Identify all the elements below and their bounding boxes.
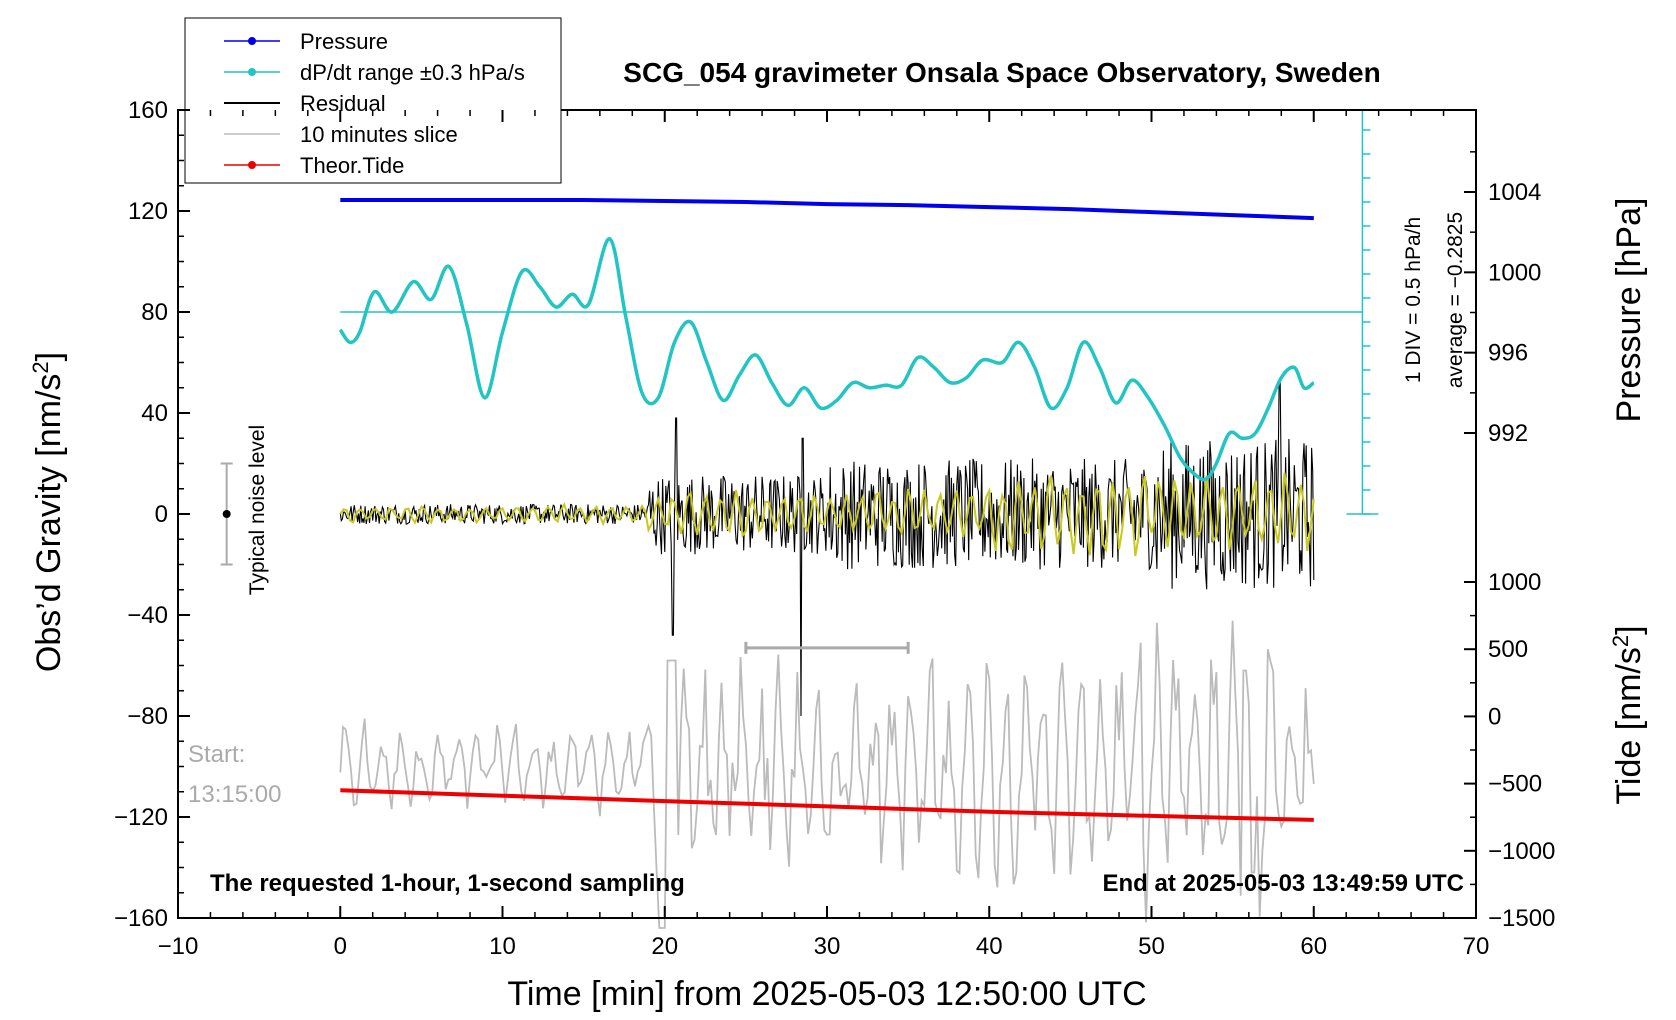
tide-tick-label: 1000 — [1488, 569, 1541, 596]
dpdt-scale-text: 1 DIV = 0.5 hPa/h — [1402, 217, 1425, 383]
slice-series-line — [339, 620, 1315, 929]
tide-series-line — [340, 788, 1314, 822]
legend-box — [184, 17, 562, 184]
pressure-tick-label: 996 — [1488, 340, 1528, 367]
pressure-tick-label: 1000 — [1488, 259, 1541, 286]
y-tick-label: 0 — [155, 501, 168, 528]
legend: Pressure dP/dt range ±0.3 hPa/s Residual 10… — [184, 17, 562, 184]
tide-tick-label: 500 — [1488, 636, 1528, 663]
pressure-tick-label: 1004 — [1488, 179, 1541, 206]
x-tick-label: 10 — [489, 933, 516, 960]
x-tick-label: 0 — [334, 933, 347, 960]
y-tick-label: 80 — [141, 299, 168, 326]
dpdt-series-line — [338, 237, 1315, 482]
y-tick-label: 120 — [128, 198, 168, 225]
x-tick-label: 50 — [1138, 933, 1165, 960]
chart-title: SCG_054 gravimeter Onsala Space Observat… — [623, 57, 1380, 88]
y-axis-title-left-sup: 2 — [28, 361, 53, 373]
tide-tick-label: −1000 — [1488, 838, 1555, 865]
tide-tick-label: −1500 — [1488, 905, 1555, 932]
legend-marker — [248, 68, 256, 76]
plot-layers — [220, 110, 1379, 929]
tide-axis-title-sup: 2 — [1608, 635, 1633, 647]
x-tick-label: 60 — [1300, 933, 1327, 960]
svg-text:Tide [nm/s2]: Tide [nm/s2] — [1608, 625, 1648, 804]
x-tick-label: 40 — [976, 933, 1003, 960]
y-axis-title-pressure: Pressure [hPa] — [1610, 198, 1648, 423]
y-tick-label: −40 — [127, 602, 168, 629]
y-tick-label: −80 — [127, 703, 168, 730]
noise-label: Typical noise level — [246, 425, 269, 595]
y-tick-label: 40 — [141, 400, 168, 427]
start-label: Start: — [188, 741, 245, 768]
y-tick-label: −120 — [114, 804, 168, 831]
legend-label: Residual — [300, 91, 386, 116]
x-tick-label: 30 — [814, 933, 841, 960]
filtered-series-line — [339, 472, 1315, 557]
y-axis-title-left: Obs’d Gravity [nm/s2] — [28, 352, 68, 672]
pressure-tick-label: 992 — [1488, 420, 1528, 447]
tide-tick-label: −500 — [1488, 771, 1542, 798]
requested-note: The requested 1-hour, 1-second sampling — [210, 870, 685, 897]
legend-marker — [248, 37, 256, 45]
noise-label-text: Typical noise level — [246, 425, 269, 595]
end-note: End at 2025-05-03 13:49:59 UTC — [1103, 870, 1465, 897]
legend-label: Pressure — [300, 29, 388, 54]
legend-label: dP/dt range ±0.3 hPa/s — [300, 60, 525, 85]
pressure-series-line — [340, 198, 1314, 221]
tide-axis-title-end: ] — [1610, 625, 1648, 634]
svg-text:Obs’d Gravity [nm/s2]: Obs’d Gravity [nm/s2] — [28, 352, 68, 672]
y-axis-title-left-main: Obs’d Gravity [nm/s — [30, 374, 68, 673]
dpdt-average-note: average = −0.2825 — [1444, 212, 1467, 388]
start-time: 13:15:00 — [188, 781, 281, 808]
tide-axis-title-main: Tide [nm/s — [1610, 647, 1648, 804]
x-tick-label: 20 — [651, 933, 678, 960]
y-tick-label: 160 — [128, 97, 168, 124]
dpdt-average-text: average = −0.2825 — [1444, 212, 1467, 388]
tide-tick-label: 0 — [1488, 703, 1501, 730]
y-tick-label: −160 — [114, 905, 168, 932]
pressure-axis-title: Pressure [hPa] — [1610, 198, 1648, 423]
legend-label: Theor.Tide — [300, 153, 404, 178]
dpdt-scale-note: 1 DIV = 0.5 hPa/h — [1402, 217, 1425, 383]
x-tick-label: −10 — [158, 933, 199, 960]
legend-marker — [248, 161, 256, 169]
x-axis-title: Time [min] from 2025-05-03 12:50:00 UTC — [507, 975, 1146, 1013]
legend-label: 10 minutes slice — [300, 122, 458, 147]
y-axis-title-left-end: ] — [30, 352, 68, 361]
noise-bar-center — [222, 510, 231, 518]
x-tick-label: 70 — [1463, 933, 1490, 960]
y-axis-title-tide: Tide [nm/s2] — [1608, 625, 1648, 804]
